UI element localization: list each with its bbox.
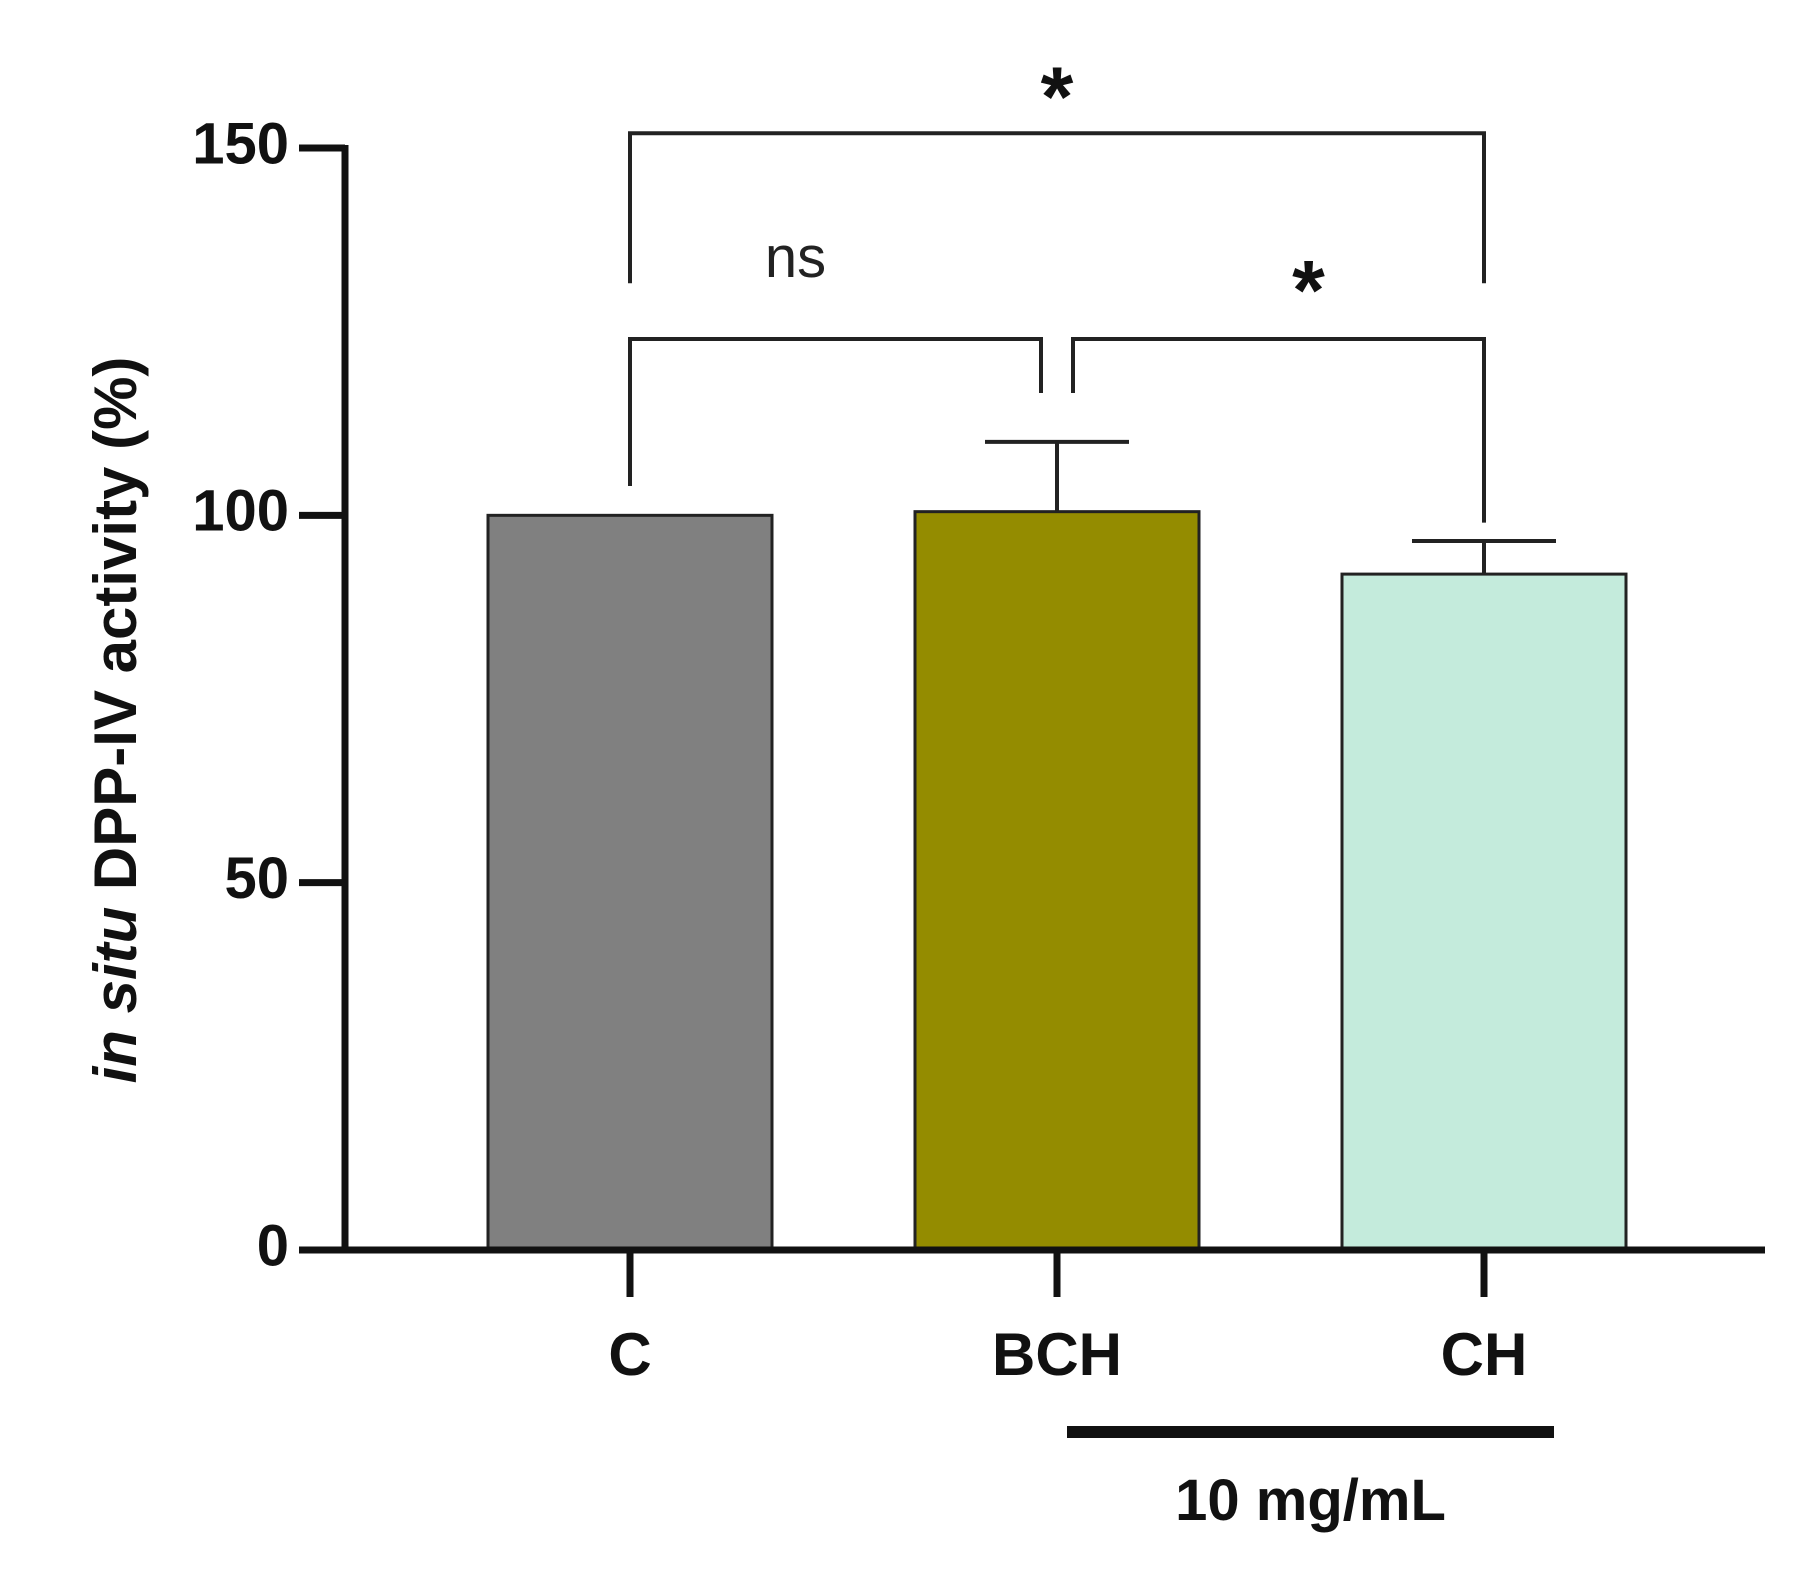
bar-ch	[1340, 572, 1628, 1252]
y-tick-label-100: 100	[192, 479, 289, 544]
y-tick-label-50: 50	[224, 846, 289, 911]
y-axis-label: in situ DPP-IV activity (%)	[82, 357, 149, 1084]
x-tick-label-c: C	[608, 1321, 651, 1388]
significance-label-3: *	[1292, 243, 1325, 337]
x-tick-label-bch: BCH	[992, 1321, 1122, 1388]
bar-c	[486, 513, 774, 1252]
x-tick-label-ch: CH	[1441, 1321, 1528, 1388]
y-axis-label-italic: in situ	[82, 907, 149, 1084]
y-tick-label-0: 0	[257, 1213, 289, 1278]
significance-bracket-1	[628, 131, 1486, 284]
group-annotation-label: 10 mg/mL	[1175, 1468, 1446, 1533]
significance-bracket-3	[1071, 337, 1486, 523]
significance-label-2: ns	[765, 225, 826, 290]
y-tick-label-150: 150	[192, 111, 289, 176]
significance-bracket-2	[628, 337, 1043, 486]
plot-area: 0 50 100 150 C BCH CH * ns * 10 mg/mL	[192, 49, 1765, 1533]
bar-bch	[913, 510, 1201, 1252]
svg-text:in situ DPP-IV activity (%): in situ DPP-IV activity (%)	[82, 357, 149, 1084]
significance-label-1: *	[1041, 49, 1074, 143]
y-axis-label-text: DPP-IV activity (%)	[82, 357, 149, 907]
